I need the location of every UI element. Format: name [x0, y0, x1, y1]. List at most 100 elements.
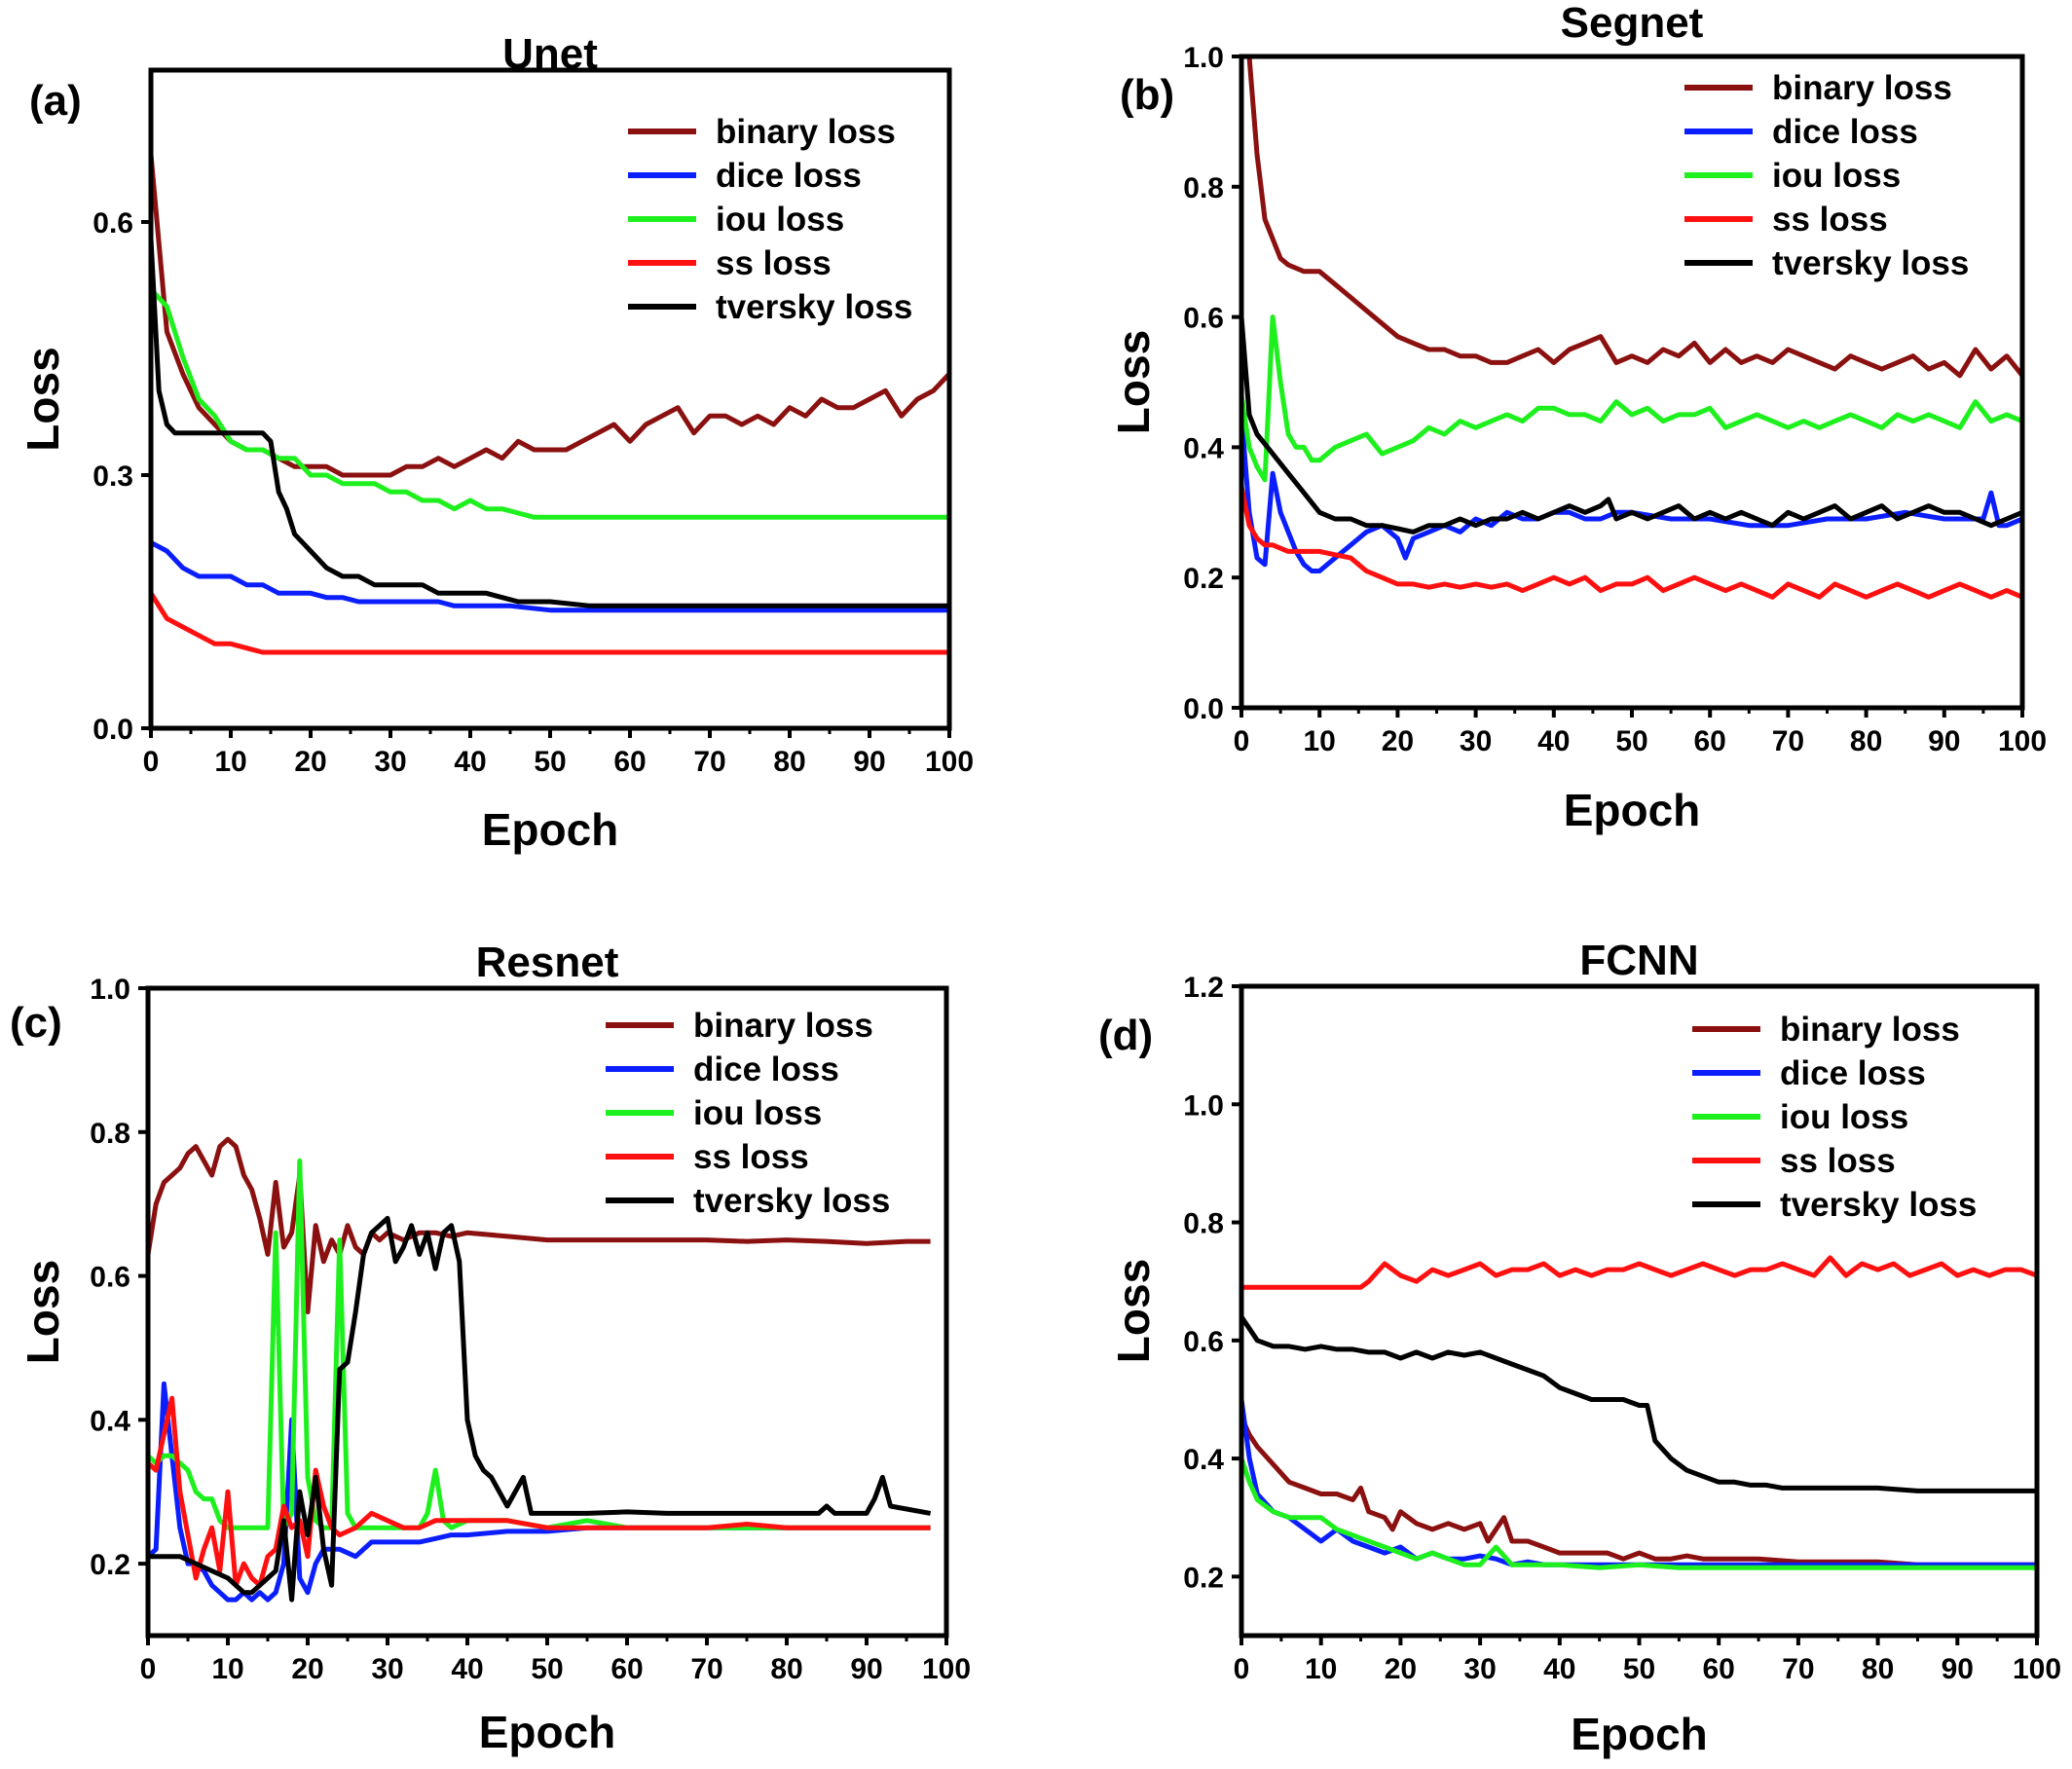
x-tick-label: 70 [693, 746, 725, 778]
x-tick-label: 100 [922, 1653, 971, 1685]
y-tick-label: 1.0 [1183, 1089, 1224, 1122]
plot-frame [1239, 54, 2025, 711]
legend-label-iou: iou loss [1780, 1098, 1908, 1136]
series-line-binary [1241, 1416, 2037, 1567]
series-line-dice [151, 540, 949, 613]
x-tick-label: 40 [454, 746, 486, 778]
x-tick-label: 70 [690, 1653, 722, 1685]
x-tick-label: 70 [1782, 1653, 1814, 1685]
y-tick-label: 0.8 [1183, 172, 1224, 204]
y-tick-label: 0.0 [1183, 693, 1224, 725]
y-tick-label: 0.4 [90, 1405, 130, 1437]
x-tick-label: 0 [1234, 725, 1250, 757]
legend-label-iou: iou loss [716, 201, 844, 239]
y-tick-label: 0.2 [1183, 1562, 1224, 1594]
legend-label-iou: iou loss [693, 1094, 822, 1132]
x-tick-label: 90 [1942, 1653, 1974, 1685]
x-tick-label: 30 [1463, 1653, 1496, 1685]
x-tick-label: 50 [1615, 725, 1647, 757]
x-tick-label: 50 [1623, 1653, 1655, 1685]
panel-label: (a) [29, 77, 82, 125]
series-line-tversky [151, 239, 949, 608]
x-tick-label: 80 [773, 746, 805, 778]
x-tick-label: 90 [1928, 725, 1960, 757]
x-tick-label: 10 [1304, 725, 1336, 757]
panel-label: (c) [10, 999, 62, 1047]
y-tick-label: 0.6 [90, 1262, 130, 1294]
series-line-binary [148, 1136, 931, 1314]
y-tick-label: 0.8 [1183, 1208, 1224, 1240]
x-tick-label: 10 [211, 1653, 243, 1685]
x-tick-label: 20 [1382, 725, 1414, 757]
x-tick-label: 60 [610, 1653, 643, 1685]
y-tick-label: 0.8 [90, 1118, 130, 1150]
x-tick-label: 40 [1543, 1653, 1575, 1685]
x-axis-label: Epoch [1571, 1709, 1708, 1759]
y-tick-label: 0.4 [1183, 1444, 1224, 1476]
series-line-ss [1241, 1255, 2037, 1290]
panel-label: (b) [1120, 71, 1174, 119]
series-line-ss [148, 1395, 931, 1588]
legend-label-iou: iou loss [1772, 157, 1901, 195]
legend-label-tversky: tversky loss [716, 288, 912, 326]
x-tick-label: 10 [214, 746, 246, 778]
x-axis-label: Epoch [482, 804, 619, 855]
chart-title: Unet [502, 30, 598, 78]
x-axis-label: Epoch [1564, 785, 1701, 835]
x-tick-label: 80 [1850, 725, 1882, 757]
series-line-tversky [1241, 316, 2022, 534]
x-tick-label: 30 [374, 746, 406, 778]
x-tick-label: 100 [925, 746, 974, 778]
series-line-tversky [1241, 1315, 2037, 1493]
y-tick-label: 0.6 [1183, 303, 1224, 335]
series-line-iou [151, 287, 949, 520]
x-tick-label: 70 [1772, 725, 1804, 757]
x-tick-label: 50 [531, 1653, 563, 1685]
panel-label: (d) [1098, 1012, 1153, 1059]
legend-label-tversky: tversky loss [693, 1182, 890, 1220]
x-tick-label: 90 [850, 1653, 882, 1685]
legend-label-ss: ss loss [1780, 1142, 1896, 1180]
y-tick-label: 0.0 [92, 714, 133, 746]
y-axis-label: Loss [1108, 330, 1159, 434]
x-tick-label: 20 [294, 746, 326, 778]
x-tick-label: 30 [1460, 725, 1492, 757]
x-tick-label: 0 [140, 1653, 157, 1685]
x-tick-label: 0 [1234, 1653, 1250, 1685]
series-line-ss [1241, 486, 2022, 600]
y-tick-label: 0.2 [90, 1549, 130, 1581]
chart-panel-2: 0 10 20 30 40 50 60 70 80 90 100 0.2 0.4 0.6 0.8 1.0 Res… [10, 939, 971, 1757]
x-tick-label: 40 [1537, 725, 1570, 757]
legend-label-ss: ss loss [1772, 201, 1888, 239]
y-axis-label: Loss [1108, 1259, 1159, 1363]
x-tick-label: 60 [1694, 725, 1726, 757]
x-tick-label: 100 [1998, 725, 2047, 757]
x-tick-label: 100 [2013, 1653, 2061, 1685]
x-tick-label: 60 [613, 746, 646, 778]
series-line-iou [1241, 1457, 2037, 1570]
y-tick-label: 0.6 [1183, 1326, 1224, 1358]
x-tick-label: 0 [143, 746, 160, 778]
x-tick-label: 80 [770, 1653, 802, 1685]
legend-label-dice: dice loss [693, 1050, 839, 1088]
legend-label-dice: dice loss [1772, 113, 1918, 151]
y-tick-label: 1.0 [90, 974, 130, 1006]
chart-panel-3: 0 10 20 30 40 50 60 70 80 90 100 0.2 0.4 0.6 0.8 1.0 1.2… [1098, 937, 2061, 1759]
x-tick-label: 40 [451, 1653, 483, 1685]
y-axis-label: Loss [18, 347, 68, 451]
chart-panel-0: 0 10 20 30 40 50 60 70 80 90 100 0.0 0.3 0.6 Unet (a) Ep… [18, 30, 974, 855]
chart-title: Segnet [1561, 0, 1704, 47]
chart-title: Resnet [476, 939, 619, 986]
series-line-tversky [148, 1215, 932, 1603]
legend-label-dice: dice loss [1780, 1054, 1926, 1092]
legend-label-dice: dice loss [716, 157, 862, 195]
x-tick-label: 50 [534, 746, 566, 778]
chart-panel-1: 0 10 20 30 40 50 60 70 80 90 100 0.0 0.2 0.4 0.6 0.8 1.0… [1108, 0, 2047, 835]
y-tick-label: 1.2 [1183, 972, 1224, 1004]
x-tick-label: 20 [1385, 1653, 1417, 1685]
x-tick-label: 90 [853, 746, 885, 778]
legend-label-binary: binary loss [1780, 1011, 1960, 1049]
legend-label-tversky: tversky loss [1772, 244, 1969, 282]
x-tick-label: 30 [371, 1653, 403, 1685]
